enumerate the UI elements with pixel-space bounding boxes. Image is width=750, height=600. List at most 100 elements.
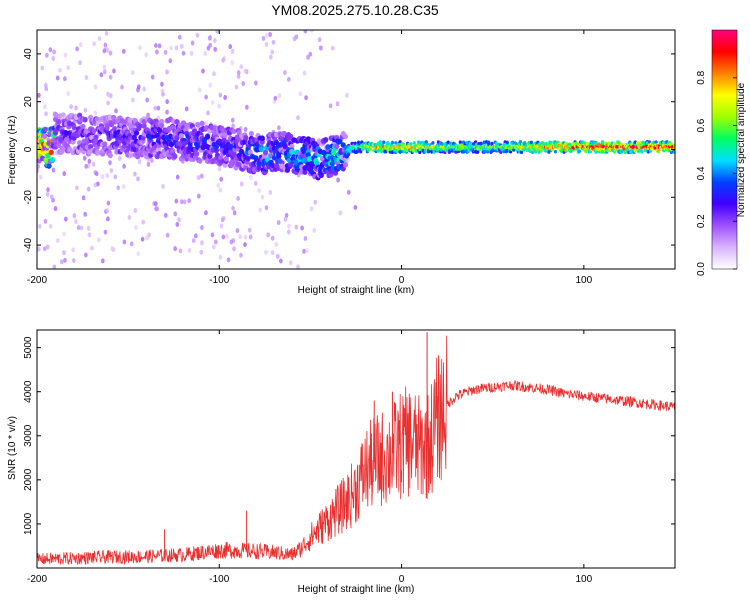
heatmap-cell: [382, 140, 386, 144]
heatmap-cell: [439, 145, 442, 149]
heatmap-cell: [505, 140, 509, 145]
heatmap-cell: [212, 71, 216, 77]
heatmap-cell: [353, 204, 358, 210]
heatmap-cell: [261, 35, 266, 41]
heatmap-cell: [300, 225, 304, 231]
heatmap-cell: [270, 250, 275, 256]
heatmap-cell: [347, 152, 351, 157]
heatmap-cell: [133, 130, 140, 136]
heatmap-cell: [106, 216, 110, 222]
heatmap-cell: [449, 145, 452, 149]
y-tick-label: 5000: [23, 336, 34, 359]
spectrogram-heatmap: [37, 30, 675, 269]
heatmap-cell: [277, 93, 282, 99]
heatmap-cell: [313, 199, 318, 205]
heatmap-cell: [215, 30, 220, 34]
x-tick-label: -100: [209, 275, 229, 286]
heatmap-cell: [94, 171, 99, 177]
heatmap-cell: [194, 233, 198, 239]
y-tick-label: 3000: [23, 424, 34, 447]
heatmap-cell: [101, 258, 105, 264]
heatmap-cell: [287, 76, 291, 82]
heatmap-cell: [136, 84, 141, 90]
heatmap-cell: [66, 65, 70, 71]
heatmap-cell: [168, 58, 173, 64]
heatmap-cell: [153, 105, 158, 111]
heatmap-cell: [486, 149, 490, 154]
heatmap-cell: [104, 30, 109, 36]
heatmap-cell: [196, 193, 201, 199]
y-tick-label: 0: [23, 146, 34, 152]
heatmap-cell: [180, 199, 184, 205]
heatmap-cell: [191, 128, 198, 135]
heatmap-cell: [44, 86, 49, 92]
heatmap-cell: [529, 140, 533, 145]
heatmap-cell: [178, 34, 182, 40]
heatmap-cell: [195, 121, 201, 128]
heatmap-cell: [140, 236, 145, 242]
heatmap-cell: [55, 75, 60, 81]
y-tick-label: -20: [23, 190, 34, 205]
heatmap-cell: [259, 139, 265, 145]
heatmap-cell: [79, 225, 84, 231]
heatmap-cell: [359, 149, 363, 154]
heatmap-cell: [277, 125, 281, 131]
heatmap-cell: [440, 145, 443, 149]
heatmap-cell: [46, 163, 52, 169]
heatmap-cell: [309, 206, 314, 212]
heatmap-cell: [177, 217, 181, 223]
heatmap-cell: [194, 150, 200, 157]
heatmap-cell: [81, 195, 86, 201]
heatmap-cell: [234, 84, 239, 90]
heatmap-cell: [206, 110, 210, 116]
heatmap-cell: [228, 44, 233, 50]
snr-series-line: [37, 335, 675, 566]
heatmap-cell: [160, 88, 165, 94]
heatmap-cell: [165, 109, 169, 115]
heatmap-cell: [225, 233, 229, 239]
heatmap-cell: [99, 72, 104, 78]
heatmap-cell: [418, 145, 421, 149]
heatmap-cell: [179, 43, 184, 49]
heatmap-cell: [46, 187, 50, 193]
heatmap-cell: [245, 104, 249, 110]
heatmap-cell: [306, 54, 310, 60]
heatmap-cell: [212, 244, 216, 250]
heatmap-cell: [342, 161, 349, 168]
heatmap-cell: [288, 161, 294, 168]
heatmap-cell: [358, 145, 361, 149]
heatmap-cell: [476, 150, 480, 154]
heatmap-cell: [48, 149, 54, 156]
heatmap-cell: [133, 171, 137, 177]
y-tick-label: 40: [23, 48, 34, 60]
heatmap-cell: [196, 175, 201, 181]
heatmap-cell: [164, 212, 168, 218]
heatmap-cell: [200, 173, 204, 179]
spectrogram-y-axis: -40 -20 0 20 40: [23, 48, 675, 252]
heatmap-cell: [190, 40, 195, 46]
x-tick-label: 100: [576, 574, 593, 585]
heatmap-cell: [346, 189, 351, 195]
heatmap-cell: [175, 174, 180, 180]
heatmap-cell: [83, 107, 88, 113]
heatmap-cell: [405, 148, 409, 153]
heatmap-cell: [236, 70, 241, 76]
heatmap-cell: [178, 133, 184, 139]
heatmap-cell: [122, 48, 126, 54]
colorbar-tick-label: 0.0: [696, 262, 707, 276]
heatmap-cell: [84, 75, 89, 81]
heatmap-cell: [357, 145, 360, 149]
heatmap-cell: [669, 142, 673, 147]
heatmap-cell: [391, 145, 394, 149]
y-tick-label: 2000: [23, 468, 34, 491]
heatmap-cell: [48, 223, 53, 229]
heatmap-cell: [230, 60, 234, 66]
heatmap-cell: [102, 69, 107, 75]
heatmap-cell: [243, 68, 248, 74]
heatmap-cell: [254, 80, 258, 86]
heatmap-cell: [336, 177, 340, 183]
heatmap-cell: [37, 163, 40, 169]
heatmap-cell: [517, 145, 520, 149]
heatmap-cell: [217, 103, 221, 109]
heatmap-cell: [595, 145, 598, 149]
